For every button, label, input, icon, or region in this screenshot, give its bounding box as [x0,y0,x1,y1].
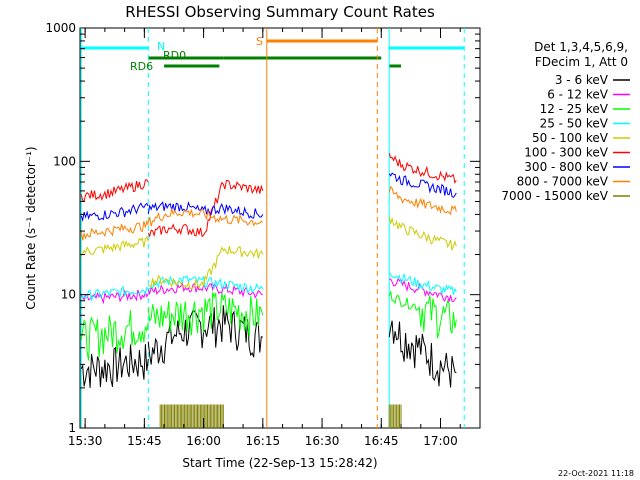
legend-entry-3-6-kev: 3 - 6 keV [555,73,609,87]
series-line [80,179,149,202]
y-axis-ticks: 1 10 100 1000 [45,21,480,435]
series-line [80,344,149,388]
series-line [80,236,149,258]
series-line [80,285,149,303]
series-line [388,272,457,295]
series-25-50-kev [80,272,457,303]
legend-entry-100-300-kev: 100 - 300 keV [524,146,608,160]
flag-label-s: S [256,35,263,48]
chart-title: RHESSI Observing Summary Count Rates [125,3,435,21]
flag-label-rd6: RD6 [130,60,153,73]
legend-entry-800-7000-kev: 800 - 7000 keV [517,175,609,189]
y-tick-label: 1 [68,421,76,435]
series-line [388,320,457,388]
series-100-300-kev [80,152,457,238]
series-lines [80,152,457,428]
legend-header-line-1: Det 1,3,4,5,6,9, [534,40,628,54]
timestamp: 22-Oct-2021 11:18 [558,469,634,478]
x-axis-ticks: 15:30 15:45 16:00 16:15 16:30 16:45 17:00 [68,28,481,448]
x-tick-label: 17:00 [423,434,458,448]
series-line [388,185,457,216]
series-line [147,207,264,227]
series-line [159,404,224,428]
legend-entry-7000-15000-kev: 7000 - 15000 keV [501,189,608,203]
legend-entry-6-12-kev: 6 - 12 keV [547,88,609,102]
series-line [80,202,149,223]
series-line [388,172,457,198]
flag-label-rd0: RD0 [163,49,186,62]
series-line [80,219,149,241]
legend-entry-12-25-kev: 12 - 25 keV [540,102,609,116]
series-3-6-kev [80,305,457,388]
series-line [148,245,264,291]
x-tick-label: 16:45 [364,434,399,448]
flag-label-n: N [157,40,165,53]
legend-entry-25-50-kev: 25 - 50 keV [540,117,609,131]
x-tick-label: 15:30 [68,434,103,448]
series-line [147,179,264,238]
series-50-100-kev [80,216,457,291]
x-axis-label: Start Time (22-Sep-13 15:28:42) [182,456,377,470]
series-line [147,201,264,219]
plot-frame [79,27,481,429]
flag-bars [81,39,465,68]
series-800-7000-kev [80,185,457,241]
series-line [80,310,149,361]
x-tick-label: 16:00 [186,434,221,448]
x-tick-label: 16:15 [246,434,281,448]
x-tick-label: 16:30 [305,434,340,448]
series-line [148,275,264,294]
legend-entry-300-800-kev: 300 - 800 keV [524,160,608,174]
series-7000-15000-kev [159,404,402,428]
y-tick-label: 1000 [45,21,76,35]
series-12-25-kev [80,290,457,361]
legend-entry-50-100-kev: 50 - 100 keV [532,131,609,145]
y-tick-label: 10 [61,288,76,302]
series-line [147,291,264,338]
series-line [388,290,457,339]
y-axis-label: Count Rate (s⁻¹ detector⁻¹) [24,146,38,309]
series-line [388,216,457,251]
series-line [388,404,402,428]
series-300-800-kev [80,172,457,223]
legend-header-line-2: FDecim 1, Att 0 [535,55,628,69]
y-tick-label: 100 [53,154,76,168]
series-line [388,152,457,184]
x-tick-label: 15:45 [127,434,162,448]
series-line [80,289,149,305]
